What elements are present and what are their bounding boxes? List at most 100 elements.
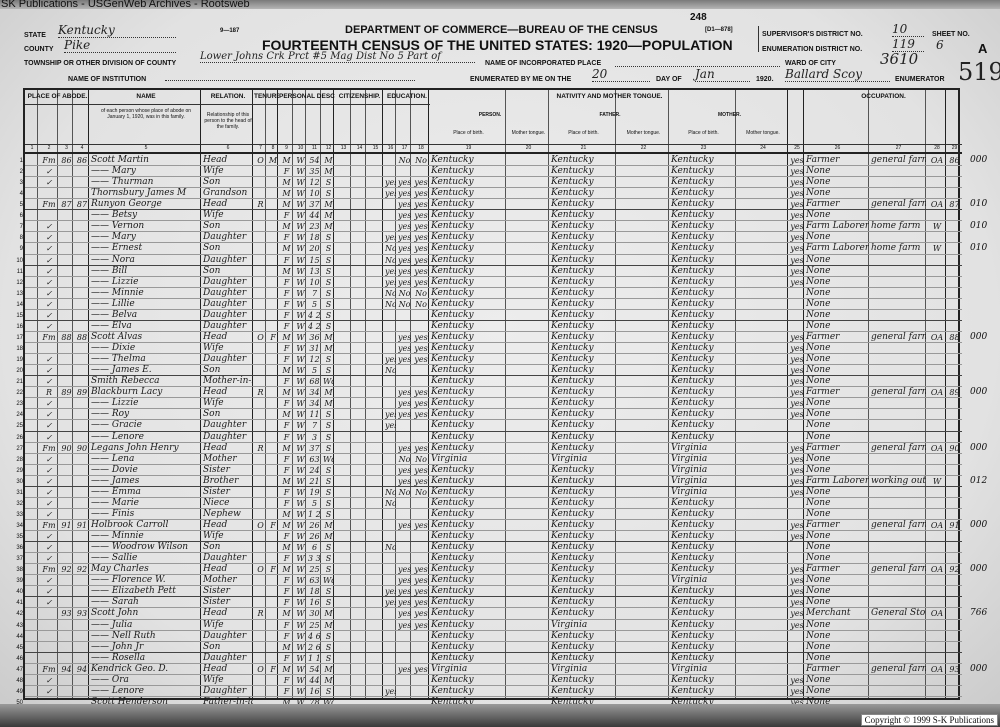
row-divider: [25, 651, 962, 653]
cell-owned: R: [257, 200, 264, 210]
cell-english: yes: [790, 565, 804, 575]
cell-father-birthplace: Kentucky: [551, 630, 594, 641]
birth-subheader: Place of birth.: [568, 130, 599, 136]
cell-relation: Head: [203, 663, 228, 674]
cell-family: 86: [76, 156, 88, 165]
cell-write: yes: [414, 476, 428, 486]
cell-birthplace: Kentucky: [431, 409, 474, 420]
birth-subheader: Mother tongue.: [626, 130, 661, 136]
cell-birthplace: Kentucky: [431, 531, 474, 542]
cell-english: yes: [790, 454, 804, 464]
cell-name: —— Dixie: [91, 343, 136, 354]
line-number: 41: [16, 600, 23, 607]
cell-occupation: Farmer: [806, 564, 840, 575]
cell-relation: Wife: [203, 166, 224, 177]
cell-relation: Head: [203, 331, 228, 342]
cell-color: W: [296, 299, 305, 309]
cell-occupation: None: [806, 685, 831, 696]
line-number: 32: [16, 500, 23, 507]
cell-marital: S: [325, 543, 332, 553]
cell-home: ✓: [45, 321, 53, 331]
cell-occupation: None: [806, 696, 831, 707]
cell-home: ✓: [45, 421, 53, 431]
cell-school: yes: [385, 266, 396, 276]
cell-school: No: [385, 543, 396, 553]
cell-family: 90: [76, 443, 88, 453]
cell-dwelling: 94: [61, 664, 72, 674]
cell-write: No: [415, 288, 427, 298]
cell-age: 21: [309, 476, 320, 486]
month-value: Jan: [695, 67, 750, 82]
cell-name: —— Mary: [91, 232, 136, 243]
cell-birthplace: Kentucky: [431, 696, 474, 707]
enumerated-day: 20: [592, 67, 650, 82]
cell-marital: S: [325, 432, 332, 442]
cell-read: yes: [398, 388, 411, 398]
cell-sex: M: [282, 332, 291, 342]
cell-occupation: Farmer: [806, 199, 840, 210]
cell-age: 3 3/12: [308, 554, 321, 564]
column-divider: [37, 90, 38, 698]
row-divider: [25, 507, 962, 509]
cell-sex: M: [282, 697, 291, 707]
cell-dwelling: 88: [61, 332, 72, 342]
cell-age: 37: [309, 443, 320, 453]
cell-marital: M: [324, 520, 333, 530]
cell-age: 36: [309, 332, 320, 342]
header-rule: [25, 152, 962, 154]
cell-sex: F: [283, 587, 290, 597]
cell-age: 37: [309, 200, 320, 210]
cell-birthplace: Kentucky: [431, 553, 474, 564]
cell-name: —— Lizzie: [91, 276, 139, 287]
line-number: 29: [16, 467, 23, 474]
row-divider: [25, 485, 962, 487]
cell-relation: Head: [203, 519, 228, 530]
cell-birthplace: Kentucky: [431, 508, 474, 519]
column-divider: [505, 90, 506, 698]
column-divider: [57, 90, 58, 698]
cell-marital: S: [325, 299, 332, 309]
cell-sex: F: [283, 211, 290, 221]
cell-home: ✓: [45, 366, 53, 376]
cell-family: 91: [76, 520, 88, 530]
cell-birthplace: Virginia: [431, 663, 468, 674]
cell-occupation: None: [806, 542, 831, 553]
cell-marital: S: [325, 653, 332, 663]
cell-mortgage: F: [270, 332, 276, 342]
cell-age: 30: [309, 609, 320, 619]
cell-name: —— Marie: [91, 497, 139, 508]
cell-color: W: [296, 233, 305, 243]
cell-home: ✓: [45, 410, 53, 420]
cell-color: W: [296, 532, 305, 542]
cell-marital: M: [324, 344, 333, 354]
birth-subheader: Mother tongue.: [746, 130, 780, 136]
cell-birthplace: Kentucky: [431, 298, 474, 309]
cell-industry: General Store: [871, 608, 926, 619]
cell-sex: F: [283, 631, 290, 641]
cell-write: yes: [414, 388, 428, 398]
cell-home: ✓: [45, 277, 53, 287]
cell-name: —— Finis: [91, 508, 135, 519]
cell-relation: Daughter: [203, 354, 247, 365]
cell-color: W: [296, 631, 305, 641]
cell-read: yes: [398, 620, 411, 630]
cell-relation: Head: [203, 155, 228, 165]
cell-age: 68: [309, 377, 320, 387]
cell-name: —— Emma: [91, 486, 141, 497]
cell-age: 26: [309, 532, 320, 542]
cell-father-birthplace: Kentucky: [551, 354, 594, 365]
cell-english: yes: [790, 576, 804, 586]
cell-mother-birthplace: Kentucky: [671, 586, 714, 597]
cell-father-birthplace: Kentucky: [551, 188, 594, 199]
cell-marital: S: [325, 476, 332, 486]
cell-age: 25: [309, 620, 320, 630]
cell-color: W: [296, 277, 305, 287]
archive-banner: SK Publications - USGenWeb Archives - Ro…: [0, 0, 1000, 10]
line-number: 10: [16, 257, 23, 264]
cell-write: yes: [414, 410, 428, 420]
cell-mother-birthplace: Kentucky: [671, 564, 714, 575]
cell-mother-birthplace: Virginia: [671, 663, 708, 674]
row-divider: [25, 264, 962, 266]
cell-color: W: [296, 310, 305, 320]
cell-occupation: Farmer: [806, 155, 840, 165]
